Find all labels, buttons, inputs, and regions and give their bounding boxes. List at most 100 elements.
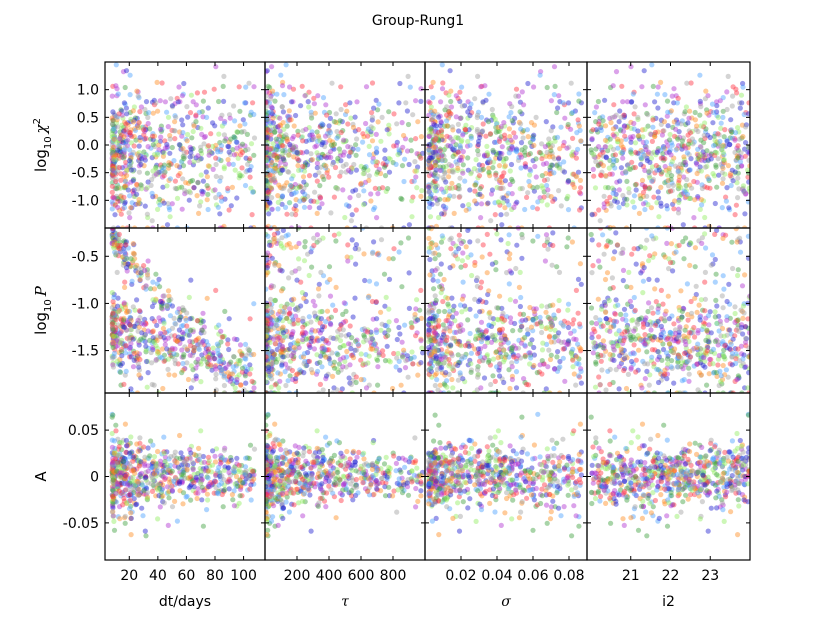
scatter-point [122,261,128,267]
scatter-point [110,466,116,472]
scatter-point [330,362,336,369]
scatter-point [191,344,197,351]
scatter-point [205,475,211,481]
scatter-point [218,143,225,149]
scatter-point [419,481,425,487]
scatter-point [150,338,156,344]
scatter-point [124,143,130,149]
scatter-point [265,357,269,363]
scatter-point [109,437,115,443]
scatter-point [472,96,478,102]
scatter-point [319,123,325,129]
scatter-point [228,203,234,209]
scatter-point [439,211,445,217]
scatter-point [265,465,270,471]
scatter-point [145,358,151,364]
scatter-point [373,162,379,169]
scatter-point [298,464,304,470]
scatter-point [138,161,144,168]
scatter-point [121,475,127,482]
scatter-point [128,475,134,481]
scatter-point [265,335,269,341]
scatter-point [547,154,553,160]
scatter-point [149,340,155,346]
scatter-point [218,194,224,200]
scatter-point [302,244,308,250]
scatter-point [404,353,410,359]
scatter-point [431,172,437,178]
scatter-point [275,206,281,212]
scatter-point [144,490,150,496]
scatter-point [286,509,292,515]
scatter-point [185,347,191,353]
scatter-point [278,348,284,354]
scatter-point [498,174,504,180]
scatter-point [443,179,449,185]
scatter-point [314,445,320,451]
scatter-point [161,293,167,299]
scatter-point [478,201,485,207]
scatter-point [109,233,115,239]
scatter-point [153,171,159,177]
scatter-point [373,159,379,165]
scatter-point [303,336,309,342]
scatter-point [113,422,119,428]
scatter-point [111,157,117,164]
scatter-point [409,214,415,220]
scatter-point [522,206,528,213]
scatter-point [164,144,170,150]
scatter-point [214,490,220,496]
scatter-point [295,151,301,157]
scatter-point [229,184,235,190]
scatter-point [286,390,292,393]
scatter-point [164,145,170,151]
scatter-point [157,330,164,336]
scatter-point [190,128,196,135]
scatter-point [109,466,115,472]
scatter-point [530,204,536,210]
scatter-point [265,379,269,385]
scatter-point [160,467,166,474]
scatter-point [378,170,384,177]
scatter-point [265,339,270,345]
scatter-point [551,92,557,98]
scatter-point [397,482,403,488]
scatter-point [452,151,458,157]
scatter-point [267,180,273,186]
scatter-point [122,250,128,256]
scatter-point [355,490,361,496]
scatter-point [138,375,144,381]
scatter-point [265,103,270,109]
scatter-point [199,477,205,484]
scatter-point [565,179,571,185]
scatter-point [448,98,454,105]
scatter-point [115,452,121,458]
scatter-point [265,390,269,393]
scatter-point [125,480,131,486]
scatter-point [313,143,320,149]
scatter-point [269,301,275,307]
scatter-point [157,458,164,464]
scatter-point [121,128,127,134]
scatter-point [265,478,271,484]
scatter-point [481,153,488,159]
scatter-point [120,115,126,121]
scatter-point [200,356,206,362]
scatter-point [534,184,540,190]
scatter-point [308,473,314,479]
scatter-point [378,138,384,144]
scatter-point [189,315,195,321]
scatter-point [152,143,158,150]
scatter-point [265,194,270,200]
scatter-point [111,302,117,308]
scatter-point [288,358,294,364]
scatter-point [327,474,334,480]
scatter-point [110,319,116,325]
scatter-point [285,365,291,371]
scatter-point [118,171,124,177]
scatter-point [113,479,119,485]
scatter-point [218,455,225,461]
scatter-point [286,108,292,114]
scatter-point [427,132,433,139]
scatter-point [266,469,272,476]
